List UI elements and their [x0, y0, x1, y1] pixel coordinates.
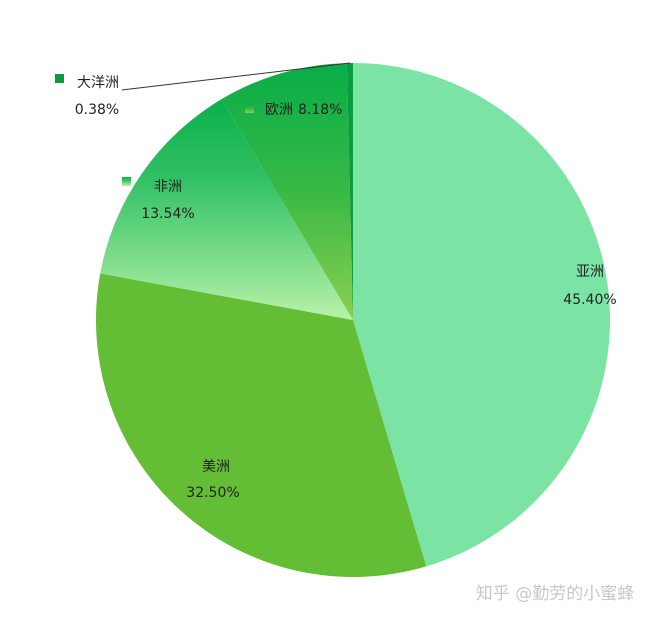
pie-slice — [96, 273, 427, 577]
pie-slice — [346, 63, 353, 320]
value-label: 8.18% — [298, 102, 342, 118]
category-label: 美洲 — [202, 459, 230, 475]
category-label: 大洋洲 — [77, 75, 119, 91]
category-label: 非洲 — [154, 179, 182, 195]
value-label: 32.50% — [186, 485, 239, 501]
label-marker — [55, 74, 64, 83]
data-label: 欧洲 8.18% — [265, 102, 342, 118]
value-label: 13.54% — [141, 206, 194, 222]
value-label: 45.40% — [563, 292, 616, 308]
category-label: 欧洲 — [265, 102, 293, 118]
leader-line — [121, 62, 350, 91]
label-marker — [245, 104, 254, 113]
label-marker — [122, 177, 131, 186]
value-label: 0.38% — [75, 102, 119, 118]
pie-slice — [221, 63, 353, 321]
category-label: 亚洲 — [576, 264, 604, 280]
pie-slice — [100, 99, 354, 321]
pie-slice — [353, 63, 610, 567]
watermark: 知乎 @勤劳的小蜜蜂 — [476, 584, 634, 604]
